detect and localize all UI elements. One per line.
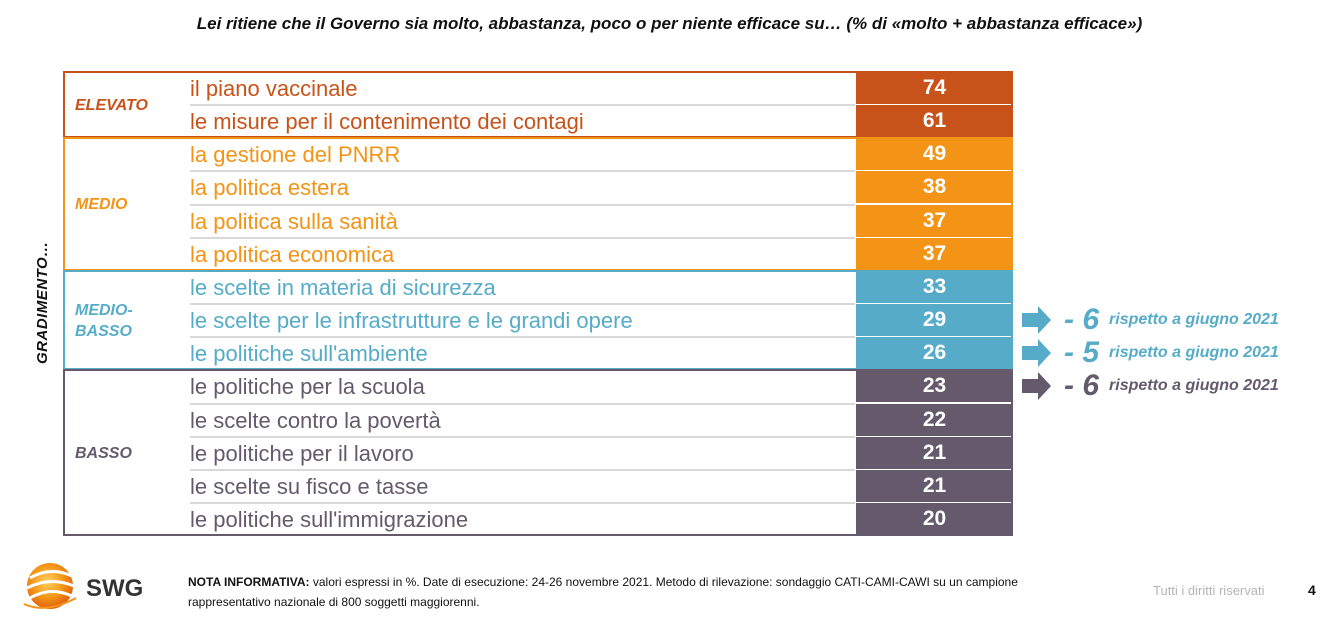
value-cell: 33 xyxy=(856,270,1013,303)
group-label: MEDIO- BASSO xyxy=(75,301,133,340)
value-cell: 21 xyxy=(856,469,1013,502)
vertical-axis-label: GRADIMENTO… xyxy=(34,241,51,364)
item-label: le politiche sull'immigrazione xyxy=(190,506,469,532)
row-separator xyxy=(190,336,855,339)
delta-annotation: - 5 rispetto a giugno 2021 xyxy=(1022,335,1279,371)
note-text: valori espressi in %. Date di esecuzione… xyxy=(188,575,1018,609)
item-label: le politiche per la scuola xyxy=(190,374,425,400)
group-box-0 xyxy=(63,71,1013,139)
item-label: le scelte in materia di sicurezza xyxy=(190,274,496,300)
item-label: le scelte per le infrastrutture e le gra… xyxy=(190,308,633,334)
row-separator xyxy=(190,468,855,471)
delta-value: - 5 xyxy=(1064,336,1100,370)
value-cell: 61 xyxy=(856,105,1013,138)
delta-annotation: - 6 rispetto a giugno 2021 xyxy=(1022,368,1279,404)
chart-title: Lei ritiene che il Governo sia molto, ab… xyxy=(196,14,1143,33)
rights-text: Tutti i diritti riservati xyxy=(1153,583,1265,598)
item-label: le politiche sull'ambiente xyxy=(190,341,428,367)
arrow-right-icon xyxy=(1022,339,1051,368)
value-cell: 26 xyxy=(856,337,1013,370)
item-label: le scelte contro la povertà xyxy=(190,407,441,433)
row-separator xyxy=(190,303,855,306)
row-separator xyxy=(190,402,855,405)
row-separator xyxy=(190,104,855,107)
item-label: la politica economica xyxy=(190,241,395,267)
delta-annotation: - 6 rispetto a giugno 2021 xyxy=(1022,302,1279,338)
group-label: MEDIO xyxy=(75,196,128,214)
value-cell: 29 xyxy=(856,304,1013,337)
item-label: il piano vaccinale xyxy=(190,76,358,101)
item-label: le scelte su fisco e tasse xyxy=(190,473,429,499)
note-label: NOTA INFORMATIVA: xyxy=(188,575,310,589)
page-number: 4 xyxy=(1308,582,1316,598)
value-cell: 49 xyxy=(856,138,1013,171)
row-separator xyxy=(190,203,855,206)
group-label: ELEVATO xyxy=(75,96,148,114)
row-separator xyxy=(190,170,855,173)
item-label: la politica estera xyxy=(190,175,349,201)
value-cell: 22 xyxy=(856,403,1013,436)
swg-logo-icon: SWG xyxy=(23,563,143,609)
delta-text: rispetto a giugno 2021 xyxy=(1109,344,1279,362)
delta-value: - 6 xyxy=(1064,303,1100,337)
value-cell: 74 xyxy=(856,72,1013,104)
group-label: BASSO xyxy=(75,444,132,462)
value-cell: 21 xyxy=(856,436,1013,469)
delta-text: rispetto a giugno 2021 xyxy=(1109,377,1279,395)
delta-value: - 6 xyxy=(1064,369,1100,403)
arrow-right-icon xyxy=(1022,306,1051,335)
item-label: le misure per il contenimento dei contag… xyxy=(190,109,584,135)
item-label: le politiche per il lavoro xyxy=(190,440,414,466)
row-separator xyxy=(190,501,855,504)
value-cell: 37 xyxy=(856,204,1013,237)
value-cell: 37 xyxy=(856,237,1013,270)
row-separator xyxy=(190,236,855,239)
value-cell: 20 xyxy=(856,502,1013,535)
value-cell: 23 xyxy=(856,370,1013,403)
logo-text: SWG xyxy=(86,575,143,602)
delta-text: rispetto a giugno 2021 xyxy=(1109,311,1279,329)
arrow-right-icon xyxy=(1022,372,1051,401)
footer-note: NOTA INFORMATIVA: valori espressi in %. … xyxy=(188,572,1068,612)
item-label: la politica sulla sanità xyxy=(190,208,398,234)
value-cell: 38 xyxy=(856,171,1013,204)
swg-logo: SWG xyxy=(16,558,166,617)
item-label: la gestione del PNRR xyxy=(190,142,401,168)
row-separator xyxy=(190,435,855,438)
